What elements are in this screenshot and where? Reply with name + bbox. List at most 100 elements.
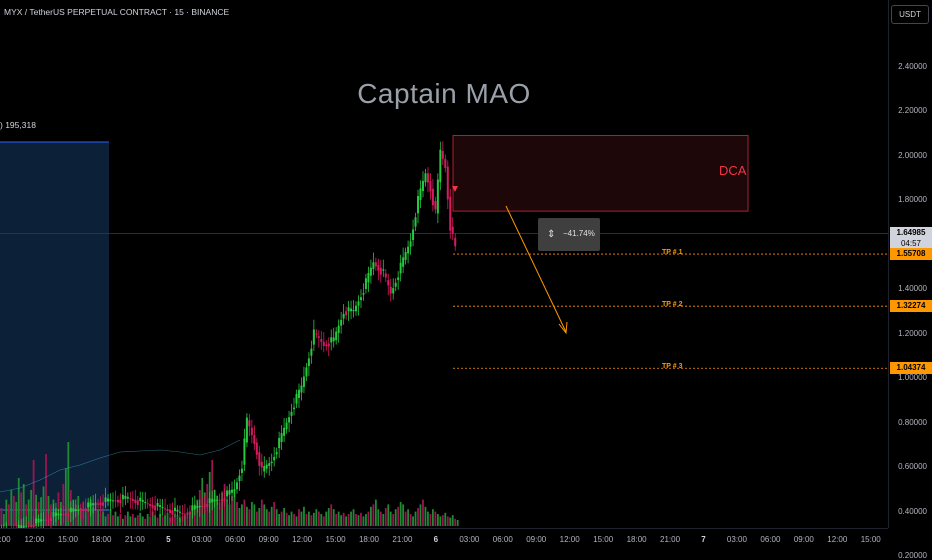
volume-bar bbox=[362, 516, 365, 526]
candle-body bbox=[114, 500, 117, 502]
candle-body bbox=[69, 507, 72, 513]
time-axis-label: 12:00 bbox=[292, 535, 313, 544]
candle-body bbox=[169, 509, 172, 514]
volume-bar bbox=[429, 514, 432, 526]
volume-bar bbox=[422, 499, 424, 526]
volume-bar bbox=[109, 509, 112, 526]
candle-body bbox=[340, 319, 343, 326]
time-axis[interactable]: :00 12:00 15:00 18:00 21:00 5 03:00 06:00 09:00 1… bbox=[0, 528, 888, 551]
countdown: 04:57 bbox=[900, 239, 922, 249]
volume-bar bbox=[322, 516, 325, 526]
volume-readout: ) 195,318 bbox=[0, 120, 36, 130]
candle-body bbox=[176, 509, 179, 512]
candle-body bbox=[35, 518, 38, 524]
price-axis-label: 1.20000 bbox=[898, 328, 927, 338]
price-axis-label: 0.40000 bbox=[898, 506, 927, 516]
volume-bar bbox=[250, 502, 253, 526]
candle-body bbox=[97, 503, 100, 505]
time-axis-label: 18:00 bbox=[358, 535, 380, 544]
volume-bar bbox=[186, 514, 189, 526]
price-axis-label: 2.20000 bbox=[898, 106, 927, 115]
volume-bar bbox=[243, 499, 246, 526]
candle-body bbox=[297, 389, 300, 399]
price-chart[interactable] bbox=[0, 0, 888, 528]
volume-bar bbox=[305, 514, 308, 526]
volume-bar bbox=[308, 511, 310, 526]
sell-marker bbox=[452, 186, 458, 192]
candle-body bbox=[238, 475, 241, 482]
volume-bar bbox=[320, 514, 323, 526]
price-axis-label: 1.80000 bbox=[898, 195, 927, 204]
candle-body bbox=[164, 508, 167, 510]
candle-body bbox=[52, 511, 55, 517]
time-axis-label: 06:00 bbox=[760, 535, 781, 544]
candle-body bbox=[191, 505, 194, 511]
candle-body bbox=[337, 325, 340, 333]
volume-bar bbox=[439, 516, 442, 526]
time-axis-label: 09:00 bbox=[526, 535, 547, 544]
candle-body bbox=[310, 348, 313, 356]
candle-body bbox=[159, 505, 162, 508]
volume-bar bbox=[139, 512, 142, 526]
time-axis-label: :00 bbox=[0, 535, 11, 544]
time-axis-label: 7 bbox=[701, 535, 706, 544]
price-axis-label: 0.20000 bbox=[898, 551, 927, 560]
candle-body bbox=[369, 267, 372, 276]
candle-body bbox=[389, 286, 392, 294]
volume-bar bbox=[164, 515, 166, 526]
candle-body bbox=[439, 149, 442, 183]
volume-bar bbox=[255, 511, 258, 526]
candle-body bbox=[345, 311, 348, 316]
volume-bar bbox=[446, 516, 449, 526]
volume-bar bbox=[5, 499, 8, 526]
price-axis-label: 1.40000 bbox=[898, 284, 927, 293]
price-axis[interactable]: 2.600002.400002.200002.000001.800001.400… bbox=[888, 0, 932, 560]
candle-body bbox=[357, 301, 360, 306]
candle-body bbox=[372, 262, 375, 269]
volume-bar bbox=[258, 508, 261, 526]
volume-bar bbox=[99, 514, 102, 526]
time-axis-label: 6 bbox=[433, 535, 439, 544]
volume-bar bbox=[379, 511, 382, 526]
time-axis-label: 12:00 bbox=[559, 535, 580, 544]
candle-body bbox=[387, 280, 390, 286]
candle-body bbox=[399, 262, 402, 274]
candle-body bbox=[325, 344, 328, 347]
volume-bar bbox=[345, 516, 347, 526]
candle-body bbox=[151, 504, 154, 509]
volume-bar bbox=[166, 512, 169, 526]
volume-bar bbox=[290, 511, 293, 526]
candle-body bbox=[290, 411, 293, 416]
candle-body bbox=[270, 461, 273, 464]
volume-bar bbox=[154, 515, 157, 526]
volume-bar bbox=[374, 499, 377, 526]
volume-bar bbox=[407, 509, 409, 526]
candle-body bbox=[54, 512, 57, 516]
volume-bar bbox=[317, 511, 320, 526]
candle-body bbox=[32, 524, 35, 528]
candle-body bbox=[49, 517, 52, 521]
candle-body bbox=[347, 307, 350, 312]
symbol-header[interactable]: MYX / TetherUS PERPETUAL CONTRACT · 15 ·… bbox=[4, 7, 230, 17]
currency-button[interactable]: USDT bbox=[891, 5, 929, 24]
candle-body bbox=[417, 195, 420, 214]
candle-body bbox=[82, 509, 85, 511]
candle-body bbox=[397, 277, 400, 281]
candle-body bbox=[454, 237, 457, 247]
chart-area[interactable]: MYX / TetherUS PERPETUAL CONTRACT · 15 ·… bbox=[0, 0, 888, 528]
volume-bar bbox=[246, 506, 248, 526]
volume-bar bbox=[451, 515, 454, 526]
volume-bar bbox=[283, 508, 285, 526]
candle-body bbox=[89, 502, 92, 507]
candle-body bbox=[196, 505, 199, 509]
volume-bar bbox=[117, 516, 119, 526]
candle-body bbox=[377, 265, 380, 271]
time-axis-label: 09:00 bbox=[258, 535, 279, 544]
volume-bar bbox=[112, 515, 114, 526]
candle-body bbox=[161, 507, 164, 509]
candle-body bbox=[374, 262, 377, 267]
volume-bar bbox=[360, 512, 362, 526]
candle-body bbox=[119, 499, 122, 504]
volume-bar bbox=[352, 509, 355, 526]
candle-body bbox=[240, 468, 243, 473]
